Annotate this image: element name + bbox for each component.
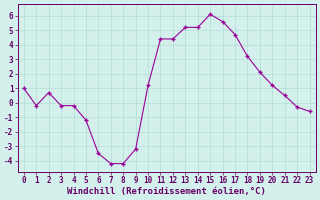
X-axis label: Windchill (Refroidissement éolien,°C): Windchill (Refroidissement éolien,°C) xyxy=(67,187,266,196)
